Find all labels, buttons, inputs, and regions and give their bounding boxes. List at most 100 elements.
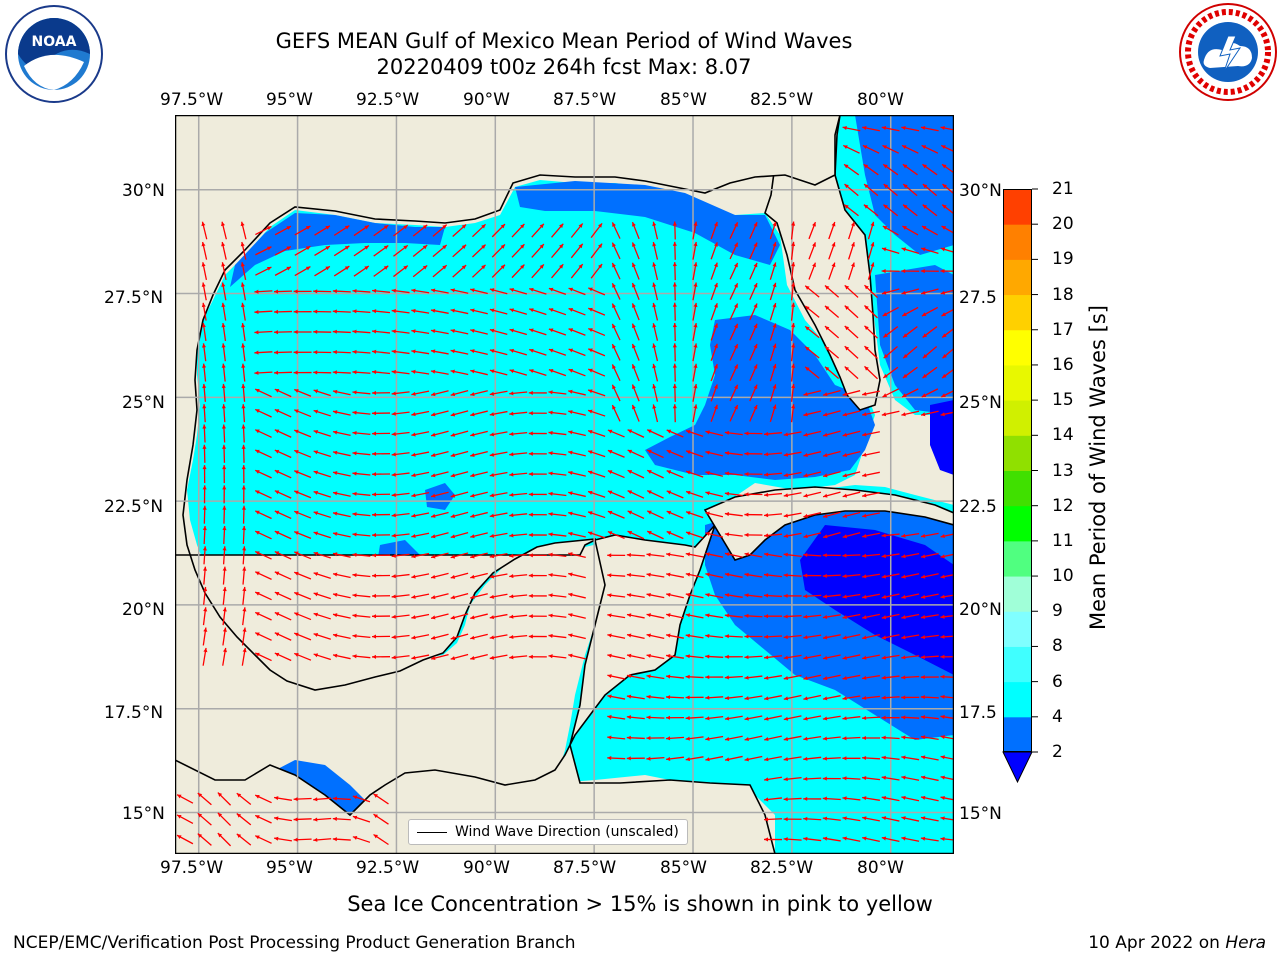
wind-wave-arrow [862, 836, 880, 842]
wind-wave-arrow [294, 612, 312, 621]
wind-wave-arrow [631, 343, 640, 361]
wind-wave-arrow [511, 264, 525, 279]
wind-wave-arrow [646, 674, 665, 680]
wind-wave-arrow [666, 572, 684, 578]
wind-wave-arrow [822, 634, 841, 640]
wind-wave-arrow [222, 627, 227, 646]
wind-wave-arrow [862, 654, 880, 660]
wind-wave-arrow [489, 654, 508, 660]
wind-wave-arrow [705, 633, 724, 639]
wind-wave-arrow [294, 490, 312, 499]
wind-wave-arrow [764, 552, 782, 558]
wind-wave-arrow [763, 492, 783, 497]
wind-wave-arrow [201, 302, 207, 321]
wind-wave-arrow [332, 329, 351, 334]
wind-wave-arrow [548, 430, 567, 436]
sea-ice-caption: Sea Ice Concentration > 15% is shown in … [347, 892, 933, 916]
wind-wave-arrow [822, 836, 841, 842]
wind-wave-arrow [391, 655, 410, 660]
wind-wave-arrow [548, 368, 567, 377]
wind-wave-arrow [274, 408, 292, 418]
wind-wave-arrow [881, 126, 900, 132]
wind-wave-arrow [665, 674, 685, 679]
wind-wave-arrow [202, 383, 207, 402]
colorbar-segment [1003, 189, 1032, 225]
wind-wave-arrow [862, 613, 880, 620]
wind-wave-arrow [274, 225, 292, 236]
wind-wave-arrow [450, 288, 469, 294]
wind-wave-arrow [941, 308, 954, 317]
wind-wave-arrow [901, 675, 920, 680]
wind-wave-arrow [862, 816, 880, 822]
wind-wave-arrow [652, 323, 659, 341]
wind-wave-arrow [862, 126, 880, 132]
wind-wave-arrow [783, 674, 802, 681]
wind-wave-arrow [201, 241, 208, 260]
wind-wave-arrow [254, 530, 272, 540]
wind-wave-arrow [371, 390, 391, 396]
wind-wave-arrow [607, 674, 626, 680]
wind-wave-arrow [352, 309, 371, 314]
wind-wave-arrow [769, 242, 777, 260]
wind-wave-arrow [804, 325, 820, 339]
wind-wave-arrow [790, 282, 796, 301]
wind-wave-arrow [611, 282, 621, 300]
wind-wave-arrow [862, 471, 880, 478]
wind-wave-arrow [627, 510, 645, 520]
footer-machine: Hera [1225, 933, 1266, 953]
wind-wave-arrow [783, 837, 802, 842]
wind-wave-arrow [922, 326, 938, 338]
wind-wave-arrow [236, 813, 252, 826]
wind-wave-arrow [881, 533, 900, 538]
wind-wave-arrow [672, 282, 677, 301]
wind-wave-arrow [607, 449, 625, 458]
wind-wave-arrow [705, 470, 724, 477]
wind-wave-arrow [652, 282, 659, 301]
wind-wave-arrow [430, 613, 449, 620]
lon-tick-top: 97.5°W [160, 90, 224, 110]
wind-wave-arrow [254, 794, 272, 804]
wind-wave-arrow [881, 675, 900, 680]
mainland-land [175, 115, 841, 691]
wind-wave-arrow [666, 613, 684, 619]
wind-wave-arrow [222, 607, 227, 626]
wind-wave-arrow [862, 796, 880, 801]
colorbar-segment [1003, 470, 1032, 507]
wind-wave-arrow [920, 775, 939, 782]
wind-wave-arrow [940, 553, 954, 559]
wind-wave-arrow [705, 511, 724, 518]
wind-wave-arrow [822, 491, 841, 498]
wind-wave-arrow [393, 224, 409, 237]
wind-wave-arrow [803, 390, 822, 397]
wind-wave-arrow [203, 586, 208, 605]
wind-wave-arrow [472, 244, 486, 258]
wind-wave-arrow [241, 404, 246, 423]
wind-wave-arrow [710, 242, 718, 260]
wind-wave-arrow [843, 163, 860, 176]
lat-tick-right: 17.5 [959, 703, 997, 723]
wind-wave-arrow [568, 389, 586, 396]
wind-wave-arrow [548, 512, 567, 517]
wind-wave-arrow [293, 797, 312, 802]
wind-wave-arrow [432, 244, 448, 258]
wind-wave-arrow [902, 326, 918, 338]
wind-wave-arrow [783, 492, 802, 498]
wind-wave-arrow [470, 288, 488, 295]
wind-wave-arrow [489, 613, 508, 620]
wind-wave-arrow [803, 430, 822, 437]
wind-wave-arrow [764, 715, 782, 721]
wind-wave-arrow [842, 553, 861, 558]
wind-wave-arrow [430, 593, 449, 600]
wind-wave-arrow [509, 574, 528, 579]
wind-wave-arrow [352, 410, 371, 415]
wind-wave-arrow [254, 469, 272, 479]
wind-wave-arrow [710, 323, 718, 341]
wind-wave-arrow [254, 814, 272, 824]
wind-wave-arrow [790, 322, 796, 342]
wind-wave-arrow [391, 573, 410, 579]
wind-wave-arrow [803, 796, 822, 801]
wind-wave-arrow [430, 572, 449, 579]
wind-wave-arrow [509, 328, 528, 336]
wind-wave-arrow [528, 532, 547, 538]
wind-wave-arrow [901, 795, 920, 802]
